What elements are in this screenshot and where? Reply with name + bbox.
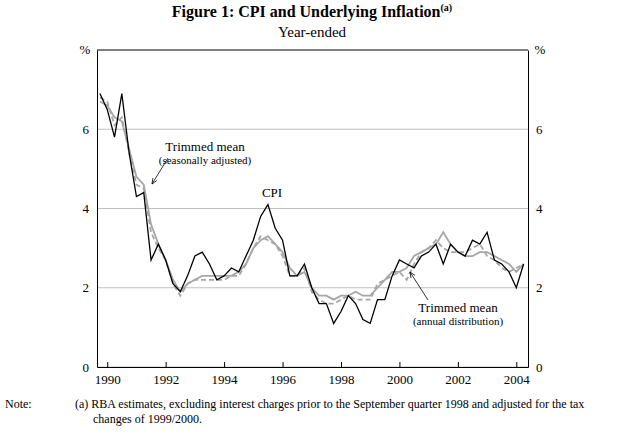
annotation-line: Trimmed mean [165, 139, 245, 154]
axis-line [528, 51, 529, 368]
tick-label: 2 [83, 280, 90, 295]
tick-label: 4 [83, 201, 90, 216]
annotation: Trimmed mean(annual distribution) [413, 300, 503, 328]
title-note: (a) [440, 2, 452, 14]
tick-mark [166, 362, 167, 367]
y-label-right: % [535, 42, 546, 57]
tick-label: 1994 [212, 372, 239, 387]
arrow-head [152, 178, 157, 184]
x-axis: 1990 1992 1994 1996 1998 2000 2002 2004 [95, 362, 531, 387]
annotation-line: (annual distribution) [413, 315, 503, 328]
tick: 1996 [270, 362, 297, 387]
tick-label: 4 [536, 201, 543, 216]
note: (a) RBA estimates, excluding interest ch… [75, 397, 584, 426]
series-line [100, 102, 524, 300]
series-line [100, 94, 524, 324]
y-axis: 0 2 4 6 [83, 51, 98, 375]
tick-label: 0 [536, 360, 543, 375]
tick-label: 2000 [387, 372, 413, 387]
note-label: Note: [5, 397, 32, 411]
chart: Figure 1: CPI and Underlying Inflation(a… [0, 0, 625, 435]
grid [97, 129, 528, 367]
axis-line [98, 367, 529, 368]
annotation: CPI [262, 185, 282, 200]
annotation-arrow [152, 158, 168, 184]
tick: 1994 [212, 362, 239, 387]
tick-label: 1992 [153, 372, 179, 387]
tick: 0 [528, 360, 543, 375]
tick: 6 [83, 122, 98, 137]
tick: 4 [528, 201, 543, 216]
tick-label: 1996 [270, 372, 297, 387]
tick: 2002 [445, 362, 471, 387]
tick-mark [107, 362, 108, 367]
tick-label: 2004 [504, 372, 531, 387]
tick: 1998 [328, 362, 354, 387]
annotation-line: CPI [262, 185, 282, 200]
tick-mark [516, 362, 517, 367]
tick: 2 [528, 280, 543, 295]
tick-label: 2002 [445, 372, 471, 387]
grid-line [97, 367, 528, 368]
tick-mark [399, 362, 400, 367]
tick-mark [341, 362, 342, 367]
tick: 0 [83, 360, 98, 375]
series-line [100, 98, 524, 304]
annotation: Trimmed mean(seasonally adjusted) [159, 139, 252, 167]
tick-label: 1990 [95, 372, 121, 387]
y-label: % [80, 42, 91, 57]
annotation-line: (seasonally adjusted) [159, 154, 252, 167]
tick: 1990 [95, 362, 121, 387]
tick: 4 [83, 201, 98, 216]
tick-mark [458, 362, 459, 367]
tick: 1992 [153, 362, 179, 387]
lines [100, 94, 524, 324]
tick: 6 [528, 122, 543, 137]
arrow-head [410, 272, 415, 278]
tick-label: 6 [536, 122, 543, 137]
tick-label: 0 [83, 360, 90, 375]
tick-mark [224, 362, 225, 367]
axis-line [97, 51, 98, 368]
title: Figure 1: CPI and Underlying Inflation(a… [172, 2, 452, 21]
tick-label: 1998 [328, 372, 354, 387]
tick-label: 6 [83, 122, 90, 137]
tick-mark [283, 362, 284, 367]
tick: 2004 [504, 362, 531, 387]
annotation-line: Trimmed mean [418, 300, 498, 315]
title-text: Figure 1: CPI and Underlying Inflation [172, 3, 441, 21]
tick: 2 [83, 280, 98, 295]
tick-label: 2 [536, 280, 543, 295]
grid-line [97, 129, 528, 130]
y-axis-right: 0 2 4 6 [528, 51, 543, 375]
grid-line [97, 208, 528, 209]
subtitle: Year-ended [278, 24, 347, 40]
frame [97, 50, 528, 51]
annotation-arrow [410, 272, 428, 300]
tick: 2000 [387, 362, 413, 387]
